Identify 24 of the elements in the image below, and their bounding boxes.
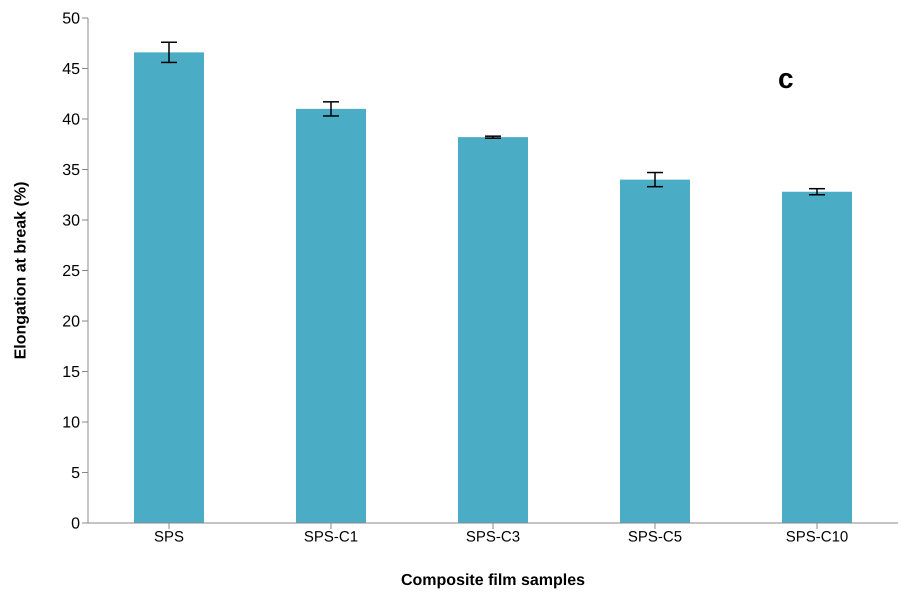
x-tick-label: SPS-C10: [786, 528, 848, 546]
y-tick-label: 50: [62, 10, 80, 28]
y-tick-label: 35: [62, 162, 80, 180]
x-tick-label: SPS-C5: [628, 528, 682, 546]
y-axis-title: Elongation at break (%): [12, 182, 30, 360]
y-tick-label: 0: [71, 516, 80, 533]
y-tick-label: 15: [62, 364, 80, 382]
bar: [620, 180, 690, 523]
x-tick-label: SPS: [154, 528, 184, 546]
x-axis-title: Composite film samples: [400, 572, 586, 589]
annotation: c: [778, 63, 794, 95]
y-tick-label: 40: [62, 112, 80, 129]
bar: [458, 137, 528, 523]
bar: [782, 192, 852, 523]
y-tick-label: 45: [62, 61, 80, 78]
y-tick-label: 10: [62, 414, 80, 432]
y-tick-label: 5: [71, 465, 80, 482]
y-tick-label: 25: [62, 263, 80, 280]
x-tick-label: SPS-C1: [304, 528, 358, 546]
y-tick-label: 20: [62, 314, 80, 331]
bar: [134, 52, 204, 523]
x-tick-label: SPS-C3: [466, 528, 520, 546]
bar: [296, 108, 366, 523]
y-tick-label: 30: [62, 212, 80, 230]
